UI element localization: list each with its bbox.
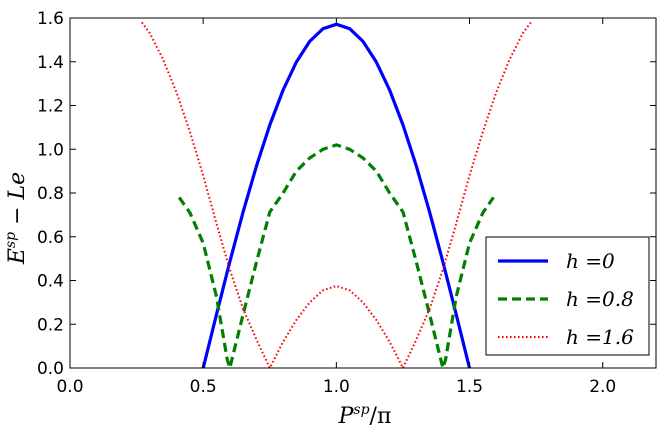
x-axis-label-over-pi: /π bbox=[370, 404, 392, 429]
y-tick-label: 0.0 bbox=[37, 359, 64, 379]
x-axis-label-var: P bbox=[338, 404, 355, 429]
x-tick-label: 0.0 bbox=[56, 377, 83, 397]
series-line-3 bbox=[141, 21, 532, 369]
legend-label-3: h =1.6 bbox=[566, 325, 634, 349]
y-tick-label: 0.8 bbox=[37, 184, 64, 204]
series-layer bbox=[141, 21, 532, 370]
series-line-2 bbox=[177, 143, 495, 370]
legend-box bbox=[485, 236, 650, 356]
y-tick-label: 1.0 bbox=[37, 140, 64, 160]
x-tick-label: 1.5 bbox=[456, 377, 483, 397]
y-axis-label-rest: − Le bbox=[5, 172, 30, 232]
x-tick-label: 1.0 bbox=[323, 377, 350, 397]
x-axis-label-superscript: sp bbox=[353, 402, 369, 418]
y-tick-label: 0.2 bbox=[37, 315, 64, 335]
y-tick-label: 1.2 bbox=[37, 97, 64, 117]
y-tick-label: 0.4 bbox=[37, 272, 64, 292]
x-tick-label: 0.5 bbox=[190, 377, 217, 397]
y-tick-label: 1.6 bbox=[37, 9, 64, 29]
series-line-1 bbox=[201, 22, 472, 369]
ticks-layer: 0.0 0.5 1.0 1.5 2.0 0.0 0.2 0.4 0.6 0.8 1.0 1.2 1.4 1… bbox=[37, 9, 656, 397]
x-tick-label: 2.0 bbox=[589, 377, 616, 397]
y-axis-label: Esp − Le bbox=[3, 172, 30, 265]
y-tick-label: 0.6 bbox=[37, 228, 64, 248]
legend-label-2: h =0.8 bbox=[566, 287, 634, 311]
y-axis-label-superscript: sp bbox=[3, 232, 19, 248]
y-axis-label-var: E bbox=[5, 248, 30, 265]
y-tick-label: 1.4 bbox=[37, 53, 64, 73]
legend: h =0 h =0.8 h =1.6 bbox=[485, 236, 650, 356]
x-axis-label: Psp/π bbox=[338, 402, 392, 429]
legend-label-1: h =0 bbox=[566, 249, 615, 273]
